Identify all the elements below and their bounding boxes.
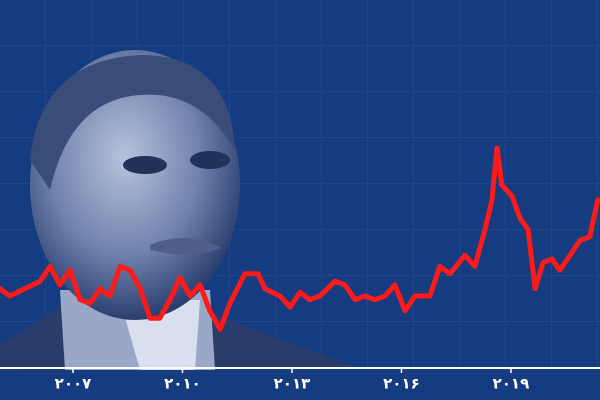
x-tick-label: ۲۰۱۰ [164, 375, 201, 393]
portrait [0, 50, 360, 370]
x-tick-label: ۲۰۰۷ [55, 375, 92, 393]
x-tick-label: ۲۰۱۶ [383, 375, 420, 393]
x-tick-label: ۲۰۱۹ [493, 375, 530, 393]
x-tick-label: ۲۰۱۳ [274, 375, 311, 393]
data-line [0, 145, 600, 332]
